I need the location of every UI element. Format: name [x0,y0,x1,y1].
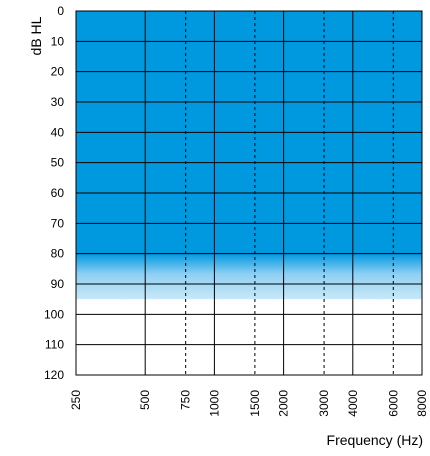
y-tick-label-50: 50 [51,156,65,170]
y-tick-label-100: 100 [44,307,64,321]
y-tick-label-10: 10 [51,34,65,48]
y-tick-label-110: 110 [45,338,64,352]
hearing-region-layer [76,11,422,300]
plot-frame-layer [75,10,423,376]
x-tick-label-8000: 8000 [415,390,429,417]
x-tick-label-2000: 2000 [277,390,291,417]
x-axis-label: Frequency (Hz) [327,432,423,448]
y-tick-labels: 0 10 20 30 40 50 60 70 80 90 100 110 120 [44,4,64,382]
x-tick-labels: 250 500 750 1000 1500 2000 3000 4000 6000 8000 [69,390,429,417]
y-tick-label-20: 20 [51,65,65,79]
y-tick-label-90: 90 [51,277,65,291]
y-tick-label-60: 60 [51,186,65,200]
x-tick-label-1000: 1000 [207,390,221,417]
plot-frame [75,10,423,376]
y-tick-label-70: 70 [51,216,65,230]
x-tick-label-4000: 4000 [346,390,360,417]
y-tick-label-40: 40 [51,125,65,139]
x-tick-label-1500: 1500 [248,390,262,417]
x-tick-label-750: 750 [179,390,193,410]
y-axis-label: dB HL [28,16,44,55]
x-tick-label-250: 250 [69,390,83,410]
grid-layer [76,11,422,375]
y-tick-label-0: 0 [57,4,64,18]
x-tick-label-3000: 3000 [317,390,331,417]
y-tick-label-30: 30 [51,95,65,109]
x-tick-label-500: 500 [138,390,152,410]
x-tick-label-6000: 6000 [386,390,400,417]
hearing-region-fade [76,253,422,300]
y-tick-label-120: 120 [44,368,64,382]
y-tick-label-80: 80 [51,247,65,261]
